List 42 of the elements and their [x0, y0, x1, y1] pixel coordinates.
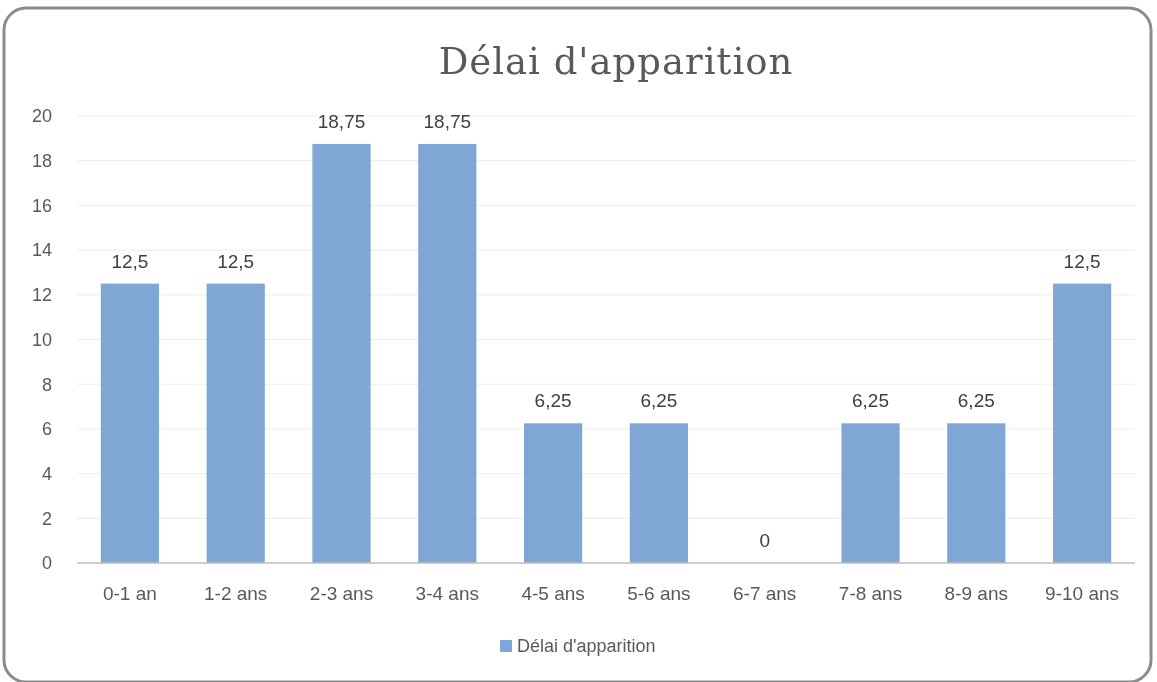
- bar: [524, 423, 583, 563]
- y-tick-label: 18: [31, 151, 52, 171]
- data-label: 12,5: [111, 250, 149, 272]
- x-tick-label: 9-10 ans: [1045, 583, 1120, 604]
- data-label: 18,75: [317, 110, 366, 132]
- y-tick-label: 16: [31, 195, 52, 216]
- data-label: 18,75: [423, 110, 472, 132]
- data-label: 6,25: [640, 390, 678, 412]
- bar: [418, 143, 477, 563]
- y-tick-label: 12: [31, 285, 52, 306]
- bar: [947, 423, 1006, 563]
- x-tick-label: 6-7 ans: [733, 583, 797, 604]
- data-label: 6,25: [852, 390, 889, 412]
- y-tick-label: 4: [41, 463, 52, 484]
- x-tick-label: 0-1 an: [102, 583, 157, 604]
- x-tick-label: 1-2 ans: [204, 583, 268, 604]
- y-tick-label: 2: [41, 508, 52, 529]
- bar: [206, 283, 265, 563]
- x-tick-label: 7-8 ans: [838, 583, 903, 604]
- y-tick-label: 10: [31, 329, 52, 350]
- bar: [312, 143, 371, 563]
- bar: [629, 423, 688, 563]
- data-label: 12,5: [1063, 250, 1101, 272]
- y-tick-label: 6: [41, 419, 52, 440]
- x-tick-label: 5-6 ans: [627, 583, 691, 604]
- data-label: 12,5: [217, 250, 255, 272]
- bar: [100, 283, 159, 563]
- data-label: 0: [759, 530, 770, 551]
- y-tick-label: 8: [41, 374, 52, 395]
- legend-label: Délai d'apparition: [517, 636, 656, 657]
- y-tick-label: 14: [31, 240, 52, 261]
- x-tick-label: 4-5 ans: [521, 583, 585, 604]
- x-tick-label: 8-9 ans: [944, 583, 1008, 604]
- y-tick-label: 0: [41, 553, 52, 574]
- x-tick-label: 3-4 ans: [415, 583, 479, 604]
- data-label: 6,25: [534, 390, 572, 412]
- bar: [841, 423, 900, 563]
- y-tick-label: 20: [31, 106, 52, 127]
- bar: [1053, 283, 1112, 563]
- x-tick-label: 2-3 ans: [309, 583, 374, 604]
- data-label: 6,25: [957, 390, 995, 412]
- chart-title: Délai d'apparition: [438, 40, 794, 83]
